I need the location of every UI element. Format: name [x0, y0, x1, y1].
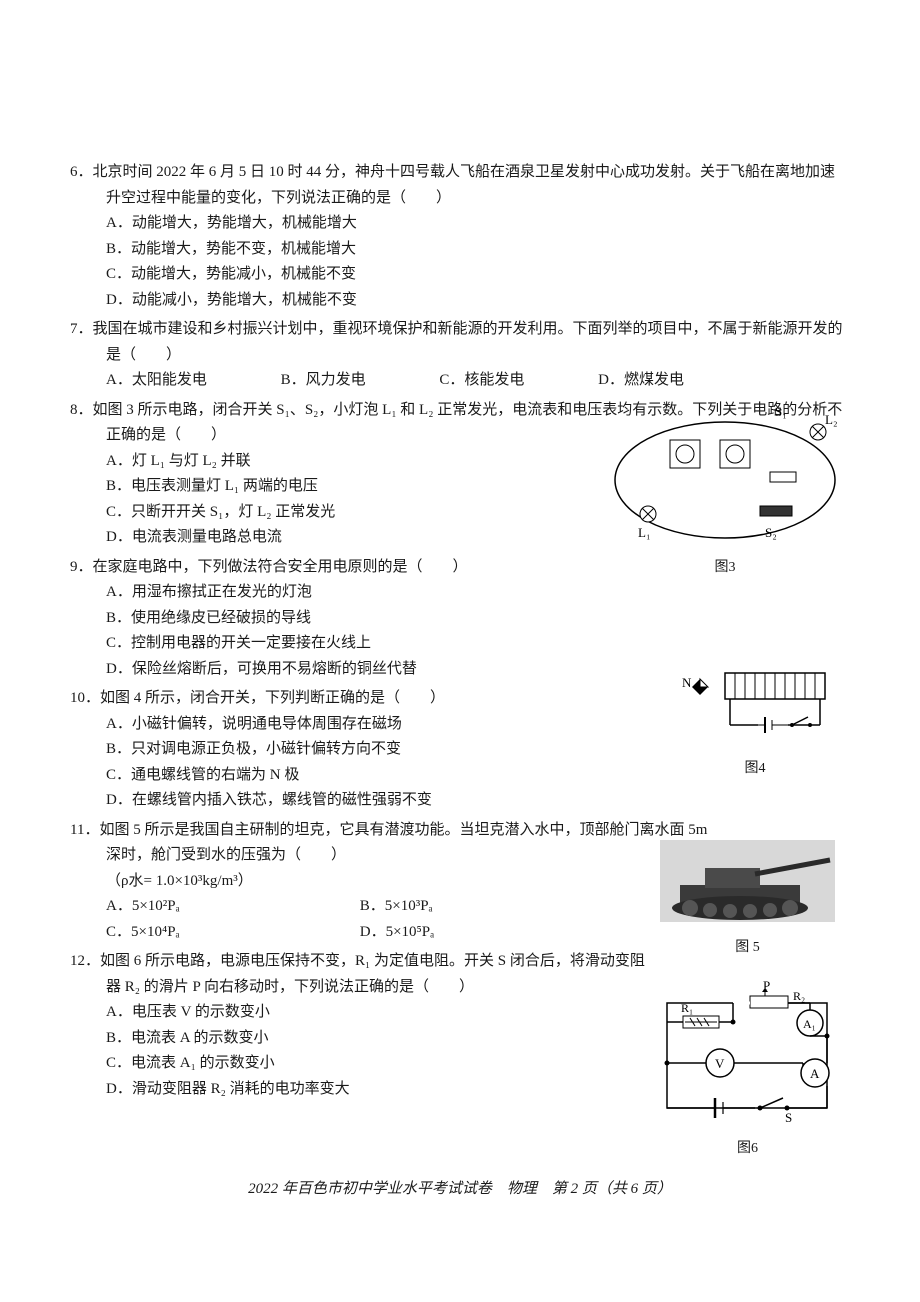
q12-stem-text: 如图 6 所示电路，电源电压保持不变，R₁ 为定值电阻。开关 S 闭合后，将滑动…	[100, 953, 645, 995]
q7-opt-a: A．太阳能发电	[106, 368, 207, 394]
q7-opt-c: C．核能发电	[439, 368, 524, 394]
q10-opt-c: C．通电螺线管的右端为 N 极	[106, 763, 610, 789]
q11-opt-b: B．5×10³Pₐ	[360, 894, 433, 920]
q6-stem-text: 北京时间 2022 年 6 月 5 日 10 时 44 分，神舟十四号载人飞船在…	[93, 164, 836, 206]
figure-6: P R₂ A₁ R₁ V	[655, 978, 840, 1143]
q7-stem-text: 我国在城市建设和乡村振兴计划中，重视环境保护和新能源的开发利用。下面列举的项目中…	[93, 321, 843, 363]
figure-4-label: 图4	[670, 757, 840, 781]
q6-opt-d: D．动能减小，势能增大，机械能不变	[106, 288, 850, 314]
figure-5-label: 图 5	[660, 936, 835, 960]
q6-opt-b: B．动能增大，势能不变，机械能增大	[106, 237, 850, 263]
figure-5: 图 5	[660, 840, 835, 940]
question-7: 7．我国在城市建设和乡村振兴计划中，重视环境保护和新能源的开发利用。下面列举的项…	[70, 317, 850, 394]
svg-text:R₁: R₁	[681, 1001, 693, 1015]
q7-opt-d: D．燃煤发电	[598, 368, 684, 394]
svg-text:S₂: S₂	[765, 525, 777, 540]
figure-4: N 图4	[670, 665, 840, 765]
figure-3-svg: S₁ L₂ L₁ S₂	[610, 402, 840, 542]
q11-opt-c: C．5×10⁴Pₐ	[106, 920, 286, 946]
exam-page: 6．北京时间 2022 年 6 月 5 日 10 时 44 分，神舟十四号载人飞…	[0, 0, 920, 1302]
q9-opt-a: A．用湿布擦拭正在发光的灯泡	[106, 580, 850, 606]
figure-3-label: 图3	[610, 556, 840, 580]
q7-number: 7．	[70, 321, 93, 337]
q6-stem: 6．北京时间 2022 年 6 月 5 日 10 时 44 分，神舟十四号载人飞…	[70, 160, 850, 211]
figure-4-svg: N	[670, 665, 840, 743]
q10-number: 10．	[70, 690, 100, 706]
svg-text:V: V	[715, 1056, 725, 1071]
figure-3: S₁ L₂ L₁ S₂ 图3	[610, 402, 840, 562]
q7-opt-b: B．风力发电	[281, 368, 366, 394]
q9-stem-text: 在家庭电路中，下列做法符合安全用电原则的是（ ）	[93, 559, 468, 575]
q11-number: 11．	[70, 822, 99, 838]
q7-options: A．太阳能发电 B．风力发电 C．核能发电 D．燃煤发电	[70, 368, 850, 394]
q8-opt-a: A．灯 L₁ 与灯 L₂ 并联	[106, 449, 550, 475]
q11-stem-text: 如图 5 所示是我国自主研制的坦克，它具有潜渡功能。当坦克潜入水中，顶部舱门离水…	[99, 822, 707, 864]
svg-text:L₂: L₂	[825, 412, 837, 427]
svg-text:A: A	[810, 1066, 820, 1081]
q9-stem: 9．在家庭电路中，下列做法符合安全用电原则的是（ ）	[70, 555, 610, 581]
q7-stem: 7．我国在城市建设和乡村振兴计划中，重视环境保护和新能源的开发利用。下面列举的项…	[70, 317, 850, 368]
svg-text:A₁: A₁	[803, 1017, 816, 1031]
q9-number: 9．	[70, 559, 93, 575]
q6-options: A．动能增大，势能增大，机械能增大 B．动能增大，势能不变，机械能增大 C．动能…	[70, 211, 850, 313]
svg-text:S₁: S₁	[775, 404, 787, 419]
q8-options: A．灯 L₁ 与灯 L₂ 并联 B．电压表测量灯 L₁ 两端的电压 C．只断开开…	[70, 449, 550, 551]
q8-opt-b: B．电压表测量灯 L₁ 两端的电压	[106, 474, 550, 500]
q8-opt-c: C．只断开开关 S₁，灯 L₂ 正常发光	[106, 500, 550, 526]
q10-options: A．小磁针偏转，说明通电导体周围存在磁场 B．只对调电源正负极，小磁针偏转方向不…	[70, 712, 610, 814]
q8-number: 8．	[70, 402, 93, 418]
page-footer: 2022 年百色市初中学业水平考试试卷 物理 第 2 页（共 6 页）	[0, 1177, 920, 1203]
svg-text:R₂: R₂	[793, 989, 805, 1003]
svg-text:N: N	[682, 675, 692, 690]
q11-stem: 11．如图 5 所示是我国自主研制的坦克，它具有潜渡功能。当坦克潜入水中，顶部舱…	[70, 818, 710, 869]
svg-text:L₁: L₁	[638, 525, 650, 540]
q6-opt-a: A．动能增大，势能增大，机械能增大	[106, 211, 850, 237]
q12-number: 12．	[70, 953, 100, 969]
q8-opt-d: D．电流表测量电路总电流	[106, 525, 550, 551]
q6-opt-c: C．动能增大，势能减小，机械能不变	[106, 262, 850, 288]
q11-opt-d: D．5×10⁵Pₐ	[360, 920, 434, 946]
q9-opt-c: C．控制用电器的开关一定要接在火线上	[106, 631, 850, 657]
q10-opt-b: B．只对调电源正负极，小磁针偏转方向不变	[106, 737, 610, 763]
q10-opt-d: D．在螺线管内插入铁芯，螺线管的磁性强弱不变	[106, 788, 610, 814]
q11-opt-a: A．5×10²Pₐ	[106, 894, 286, 920]
svg-text:S: S	[785, 1110, 792, 1123]
q9-opt-b: B．使用绝缘皮已经破损的导线	[106, 606, 850, 632]
q10-stem-text: 如图 4 所示，闭合开关，下列判断正确的是（ ）	[100, 690, 445, 706]
q10-opt-a: A．小磁针偏转，说明通电导体周围存在磁场	[106, 712, 610, 738]
q6-number: 6．	[70, 164, 93, 180]
question-6: 6．北京时间 2022 年 6 月 5 日 10 时 44 分，神舟十四号载人飞…	[70, 160, 850, 313]
figure-6-svg: P R₂ A₁ R₁ V	[655, 978, 840, 1123]
figure-5-svg	[660, 840, 835, 922]
q12-stem: 12．如图 6 所示电路，电源电压保持不变，R₁ 为定值电阻。开关 S 闭合后，…	[70, 949, 650, 1000]
figure-6-label: 图6	[655, 1137, 840, 1161]
